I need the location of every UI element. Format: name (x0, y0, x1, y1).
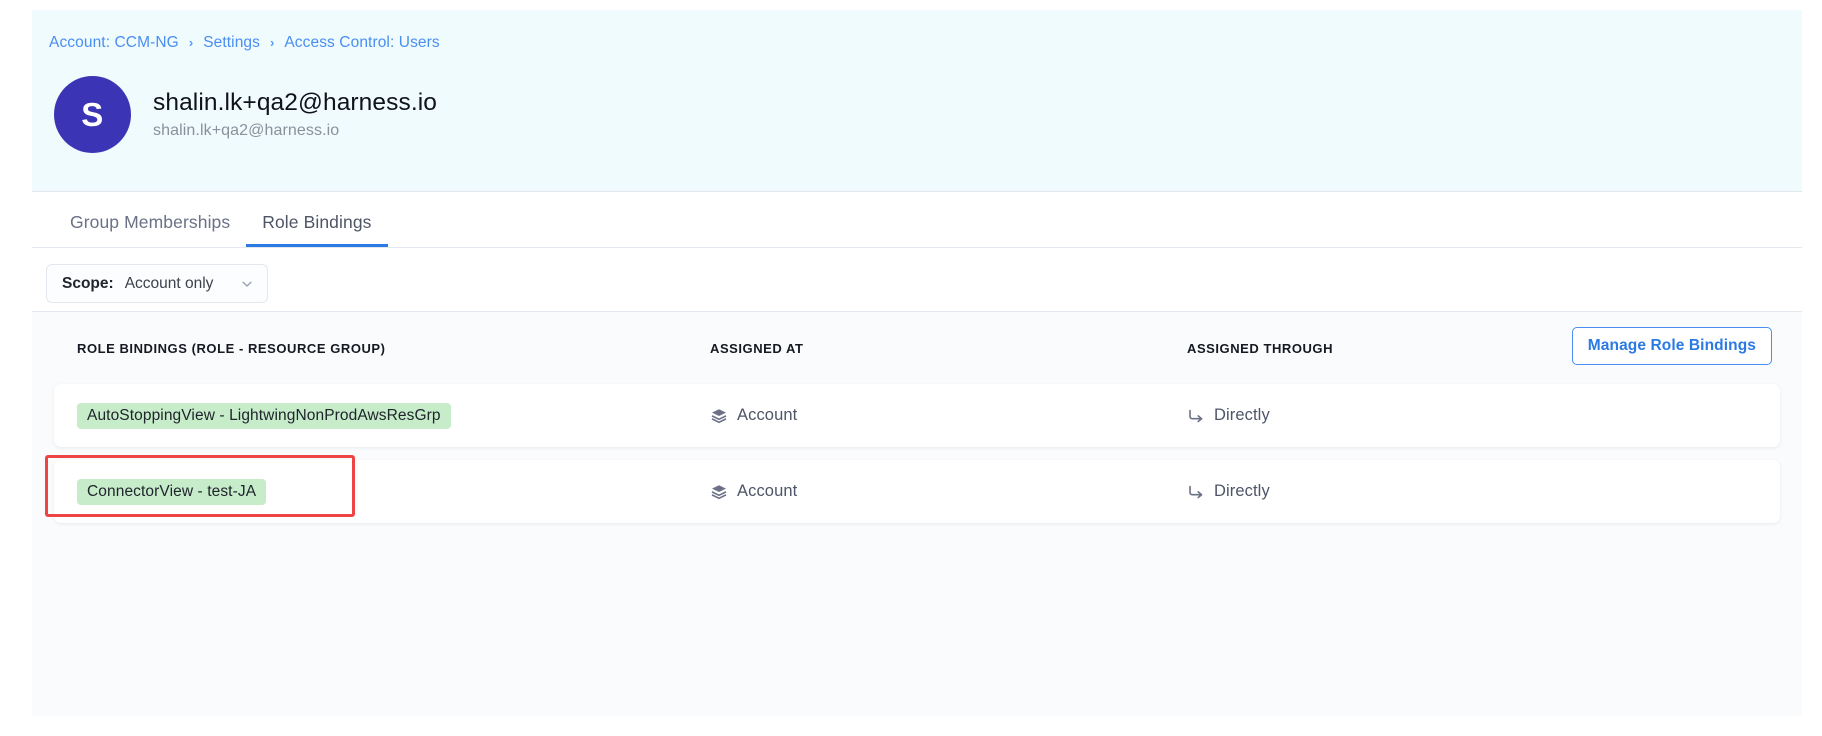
tab-bar: Group Memberships Role Bindings (32, 192, 1802, 248)
scope-value: Account only (124, 274, 214, 292)
cell-role-binding: AutoStoppingView - LightwingNonProdAwsRe… (54, 402, 710, 429)
assigned-through-value: Directly (1187, 406, 1270, 425)
assigned-at-value: Account (710, 406, 797, 425)
breadcrumb-separator-icon: › (270, 34, 275, 50)
access-control-user-detail-page: Account: CCM-NG › Settings › Access Cont… (32, 10, 1802, 716)
tab-role-bindings[interactable]: Role Bindings (246, 213, 388, 247)
cell-assigned-through: Directly (1187, 482, 1780, 501)
avatar: S (54, 76, 131, 153)
manage-role-bindings-button[interactable]: Manage Role Bindings (1571, 327, 1772, 365)
layers-icon (710, 407, 728, 425)
role-binding-tag: ConnectorView - test-JA (77, 478, 267, 505)
cell-assigned-at: Account (710, 406, 1187, 425)
column-header-assigned-through: ASSIGNED THROUGH (1187, 340, 1334, 356)
assigned-at-label: Account (737, 406, 798, 424)
breadcrumb-item-access-control-users[interactable]: Access Control: Users (284, 34, 440, 51)
assigned-through-label: Directly (1214, 406, 1270, 424)
assigned-at-value: Account (710, 482, 797, 501)
chevron-down-icon (240, 277, 254, 291)
column-header-assigned-at: ASSIGNED AT (710, 340, 804, 356)
table-row[interactable]: ConnectorView - test-JA Account (45, 455, 1780, 523)
breadcrumb-separator-icon: › (188, 34, 194, 50)
layers-icon (710, 483, 728, 501)
role-binding-tag: AutoStoppingView - LightwingNonProdAwsRe… (77, 402, 451, 429)
column-header-role-bindings: ROLE BINDINGS (ROLE - RESOURCE GROUP) (77, 340, 386, 356)
user-email: shalin.lk+qa2@harness.io (153, 122, 340, 139)
page-header: Account: CCM-NG › Settings › Access Cont… (32, 10, 1802, 192)
user-meta: shalin.lk+qa2@harness.io shalin.lk+qa2@h… (153, 89, 437, 140)
cell-assigned-through: Directly (1187, 406, 1780, 425)
breadcrumb-item-account[interactable]: Account: CCM-NG (49, 34, 179, 51)
role-bindings-table: ROLE BINDINGS (ROLE - RESOURCE GROUP) AS… (32, 312, 1802, 716)
assigned-through-label: Directly (1214, 482, 1270, 500)
filter-bar: Scope: Account only (32, 248, 1802, 312)
scope-select[interactable]: Scope: Account only (46, 264, 268, 303)
assigned-through-value: Directly (1187, 482, 1270, 501)
table-row[interactable]: AutoStoppingView - LightwingNonProdAwsRe… (54, 384, 1780, 447)
cell-role-binding: ConnectorView - test-JA (54, 478, 710, 505)
scope-label: Scope: (62, 274, 114, 292)
assigned-at-label: Account (737, 482, 798, 500)
arrow-turn-down-right-icon (1187, 407, 1205, 425)
table-header-row: ROLE BINDINGS (ROLE - RESOURCE GROUP) AS… (54, 312, 1780, 384)
breadcrumb-item-settings[interactable]: Settings (203, 34, 260, 51)
arrow-turn-down-right-icon (1187, 483, 1205, 501)
user-summary: S shalin.lk+qa2@harness.io shalin.lk+qa2… (32, 54, 1802, 153)
tab-group-memberships[interactable]: Group Memberships (70, 211, 231, 232)
breadcrumb: Account: CCM-NG › Settings › Access Cont… (32, 32, 1802, 54)
page-title: shalin.lk+qa2@harness.io (153, 89, 438, 116)
cell-assigned-at: Account (710, 482, 1187, 501)
